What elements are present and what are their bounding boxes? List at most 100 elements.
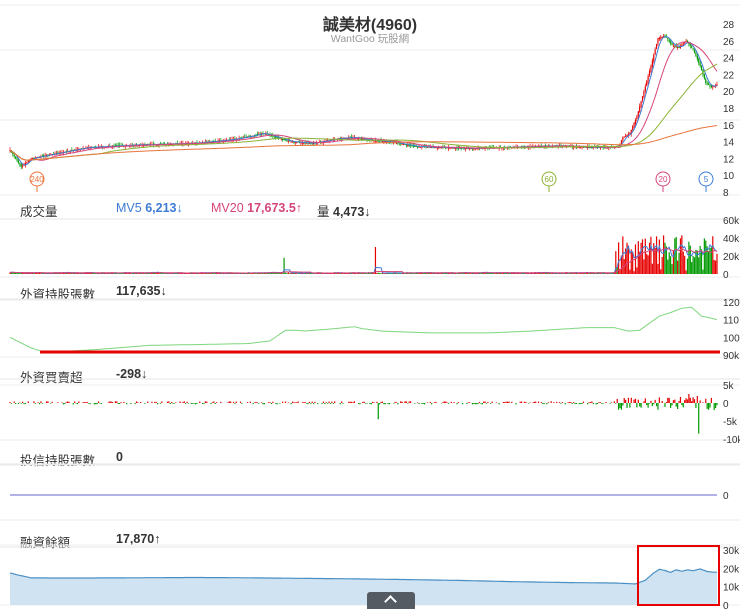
volume-bar xyxy=(644,238,646,274)
candle-body xyxy=(654,49,656,55)
volume-bar xyxy=(484,272,486,274)
volume-bar xyxy=(705,240,707,274)
volume-bar xyxy=(397,273,399,274)
volume-bar xyxy=(506,273,509,274)
margin-balance-value: 17,870↑ xyxy=(116,532,161,546)
volume-bar xyxy=(380,273,382,274)
volume-bar xyxy=(495,272,497,274)
candle-body xyxy=(696,55,698,60)
candle-body xyxy=(706,83,708,85)
candle-body xyxy=(303,142,305,144)
foreign-net-bar xyxy=(65,402,67,403)
volume-bar xyxy=(627,245,630,274)
candle-body xyxy=(20,164,22,167)
candle-body xyxy=(646,81,648,86)
foreign-holding-value: 117,635↓ xyxy=(116,284,167,298)
candle-body xyxy=(655,43,658,49)
foreign-net-bar xyxy=(334,401,336,403)
mv20-legend: MV20 17,673.5↑ xyxy=(211,201,302,215)
mv20-legend-label: MV20 xyxy=(211,201,244,215)
foreign-net-bar xyxy=(400,401,402,403)
candle-body xyxy=(716,84,718,86)
foreign-net-bar xyxy=(481,403,483,405)
trust-holding-axis-tick: 0 xyxy=(723,491,729,502)
candle-body xyxy=(31,158,34,160)
foreign-net-bar xyxy=(83,402,86,403)
foreign-net-bar xyxy=(521,401,523,403)
volume-bar xyxy=(643,259,645,274)
ma-marker-circle xyxy=(698,171,714,187)
volume-bar xyxy=(646,253,648,274)
volume-axis-tick: 40k xyxy=(723,234,740,245)
candle-body xyxy=(383,141,385,143)
volume-bar xyxy=(164,273,166,274)
foreign-holding-line xyxy=(9,306,718,353)
volume-bar xyxy=(449,272,451,274)
volume-bar xyxy=(651,263,653,274)
foreign-net-bar xyxy=(435,401,437,403)
candle-body xyxy=(699,62,701,66)
foreign-net-bar xyxy=(293,402,295,403)
candle-body xyxy=(401,143,403,145)
volume-bar xyxy=(550,272,552,274)
foreign-net-bar xyxy=(595,403,597,405)
volume-bar xyxy=(114,272,117,274)
volume-bar xyxy=(213,273,215,274)
foreign-net-bar xyxy=(314,401,316,403)
foreign-net-bar xyxy=(580,403,582,405)
foreign-net-bar xyxy=(119,403,121,404)
foreign-net-bar xyxy=(671,403,673,406)
candle-body xyxy=(643,91,645,97)
volume-legend-label: 量 xyxy=(317,205,330,219)
candle-body xyxy=(400,143,402,145)
candle-body xyxy=(435,147,437,149)
foreign-net-bar xyxy=(696,396,698,403)
foreign-net-bar xyxy=(291,401,294,403)
candle-body xyxy=(290,141,292,143)
volume-bar xyxy=(166,273,169,274)
foreign-net-bar xyxy=(339,403,341,405)
volume-bar xyxy=(186,273,188,274)
volume-bar xyxy=(640,242,642,274)
volume-bar xyxy=(549,273,551,274)
foreign-net-bar xyxy=(255,401,257,403)
candle-body xyxy=(467,148,469,150)
volume-bar xyxy=(294,272,296,274)
candle-body xyxy=(710,85,712,87)
volume-bar xyxy=(363,272,365,274)
volume-bar xyxy=(339,273,341,274)
candle-body xyxy=(439,147,441,149)
foreign-net-bar xyxy=(405,401,407,403)
foreign-net-bar xyxy=(698,403,700,434)
volume-bar xyxy=(366,273,368,274)
candle-body xyxy=(695,52,697,56)
foreign-net-bar xyxy=(546,403,548,405)
foreign-net-bar xyxy=(72,403,74,405)
foreign-net-bar xyxy=(605,401,607,403)
foreign-net-bar xyxy=(40,401,42,403)
volume-bar xyxy=(580,273,582,274)
volume-bar xyxy=(276,273,278,274)
mv20-line xyxy=(10,247,718,274)
foreign-net-bar xyxy=(483,401,485,403)
foreign-net-value: -298↓ xyxy=(116,367,148,381)
foreign-net-bar xyxy=(705,398,707,403)
foreign-net-bar xyxy=(216,402,218,403)
volume-bar xyxy=(433,273,436,274)
volume-bar xyxy=(460,272,462,274)
foreign-net-bar xyxy=(123,401,125,403)
volume-bar xyxy=(526,272,528,274)
price-axis-tick: 26 xyxy=(723,37,735,48)
candle-body xyxy=(305,142,308,144)
foreign-net-bar xyxy=(582,401,585,403)
volume-bar xyxy=(629,269,631,274)
foreign-net-bar xyxy=(442,402,444,403)
foreign-net-bar xyxy=(34,403,36,404)
foreign-net-bar xyxy=(15,403,17,405)
collapse-toggle-button[interactable] xyxy=(367,592,415,609)
foreign-net-bar xyxy=(422,403,424,404)
volume-bar xyxy=(88,272,90,274)
foreign-net-bar xyxy=(574,403,576,404)
foreign-net-bar xyxy=(467,402,469,403)
foreign-net-bar xyxy=(383,403,385,405)
